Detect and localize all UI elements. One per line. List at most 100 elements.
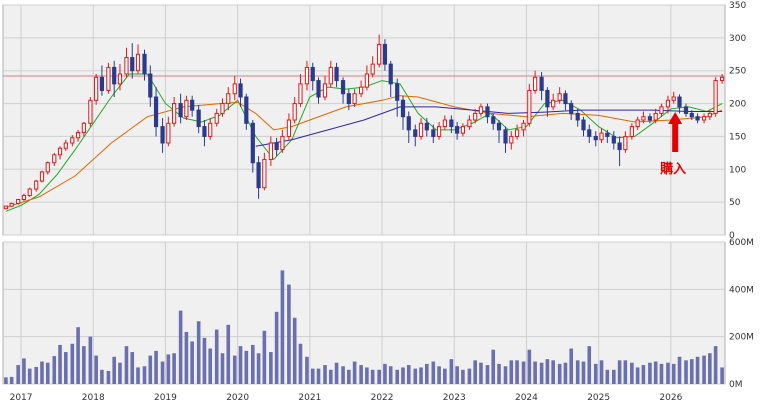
volume-bar: [256, 353, 261, 384]
volume-bar: [45, 362, 50, 384]
candle-up: [418, 122, 424, 137]
volume-bar: [713, 346, 718, 384]
candle-down: [202, 126, 207, 137]
candle-up: [467, 119, 472, 128]
volume-bar: [232, 355, 237, 384]
candle-up: [701, 116, 707, 121]
candle-up: [460, 126, 466, 134]
volume-bar: [316, 368, 321, 384]
candle-up: [117, 73, 123, 85]
candle-up: [268, 142, 273, 160]
candle-down: [424, 122, 429, 131]
candle-down: [160, 126, 165, 144]
volume-grid: [3, 241, 725, 385]
candle-down: [683, 106, 689, 114]
candle-up: [45, 162, 50, 173]
candle-up: [665, 99, 671, 108]
candle-down: [238, 83, 243, 98]
candle-down: [605, 132, 610, 137]
candle-up: [208, 122, 213, 137]
candle-up: [514, 129, 520, 137]
candle-down: [563, 93, 568, 105]
volume-bar: [328, 369, 333, 384]
candle-down: [310, 66, 315, 82]
candle-down: [130, 57, 135, 72]
x-tick-label: 2020: [226, 393, 249, 403]
candle-down: [575, 112, 580, 121]
volume-bar: [244, 350, 249, 384]
candle-down: [689, 112, 694, 118]
candle-up: [52, 154, 57, 164]
candle-down: [406, 116, 411, 131]
volume-bar: [82, 346, 86, 384]
ma-short-line: [5, 73, 723, 212]
candle-down: [539, 76, 544, 91]
candle-down: [244, 96, 249, 124]
candle-up: [442, 119, 447, 128]
candle-down: [196, 109, 201, 128]
candle-down: [346, 93, 351, 105]
candle-down: [449, 119, 454, 128]
candle-down: [316, 80, 321, 98]
volume-bar: [130, 352, 135, 384]
volume-bar: [689, 359, 694, 384]
candle-up: [359, 86, 364, 95]
ma-mid-line: [5, 95, 723, 208]
volume-bar: [587, 346, 592, 384]
candle-up: [172, 103, 177, 124]
volume-bar: [425, 363, 429, 384]
volume-bar: [190, 341, 194, 384]
volume-bar: [467, 368, 472, 384]
candle-up: [232, 83, 237, 95]
volume-bar: [40, 361, 44, 384]
candle-down: [382, 43, 388, 65]
volume-bar: [4, 377, 8, 384]
moving-averages: [5, 73, 723, 212]
volume-bar: [720, 367, 724, 384]
volume-y-axis: 0M 200M 400M 600M: [729, 238, 754, 390]
x-tick-label: 2024: [515, 393, 538, 403]
candle-up: [286, 119, 292, 137]
volume-bar: [34, 366, 39, 384]
candle-up: [135, 53, 141, 72]
ma-long-line: [255, 106, 723, 147]
candle-down: [695, 116, 700, 121]
candle-up: [509, 135, 514, 144]
volume-bar: [401, 367, 405, 384]
volume-bar: [365, 367, 369, 384]
candle-up: [377, 43, 382, 65]
volume-bar: [118, 362, 122, 384]
volume-bar: [196, 321, 201, 384]
x-tick-label: 2023: [443, 393, 466, 403]
candlesticks: [3, 34, 725, 210]
volume-bar: [148, 355, 153, 384]
volume-bar: [437, 366, 441, 384]
volume-tick-label: 200M: [729, 333, 754, 343]
volume-bar: [599, 360, 604, 384]
volume-bar: [305, 356, 309, 384]
volume-bar: [377, 369, 381, 384]
candle-up: [304, 66, 310, 85]
candle-down: [611, 135, 616, 144]
volume-bar: [635, 367, 640, 384]
candle-up: [551, 99, 556, 108]
candle-down: [112, 66, 117, 85]
volume-bar: [521, 361, 526, 384]
x-tick-label: 2018: [82, 393, 105, 403]
volume-bar: [671, 363, 676, 384]
price-tick-label: 100: [729, 165, 746, 175]
volume-bar: [593, 363, 598, 384]
candle-up: [533, 76, 538, 91]
volume-bar: [666, 362, 670, 384]
candle-up: [364, 73, 369, 88]
candle-down: [334, 66, 339, 82]
price-tick-label: 200: [729, 100, 746, 110]
volume-bar: [76, 327, 80, 384]
volume-bar: [503, 366, 508, 384]
volume-bar: [406, 365, 411, 384]
candle-down: [647, 116, 653, 121]
candle-up: [720, 76, 725, 82]
volume-bar: [94, 355, 98, 384]
volume-bar: [292, 317, 297, 384]
volume-bar: [172, 353, 176, 384]
